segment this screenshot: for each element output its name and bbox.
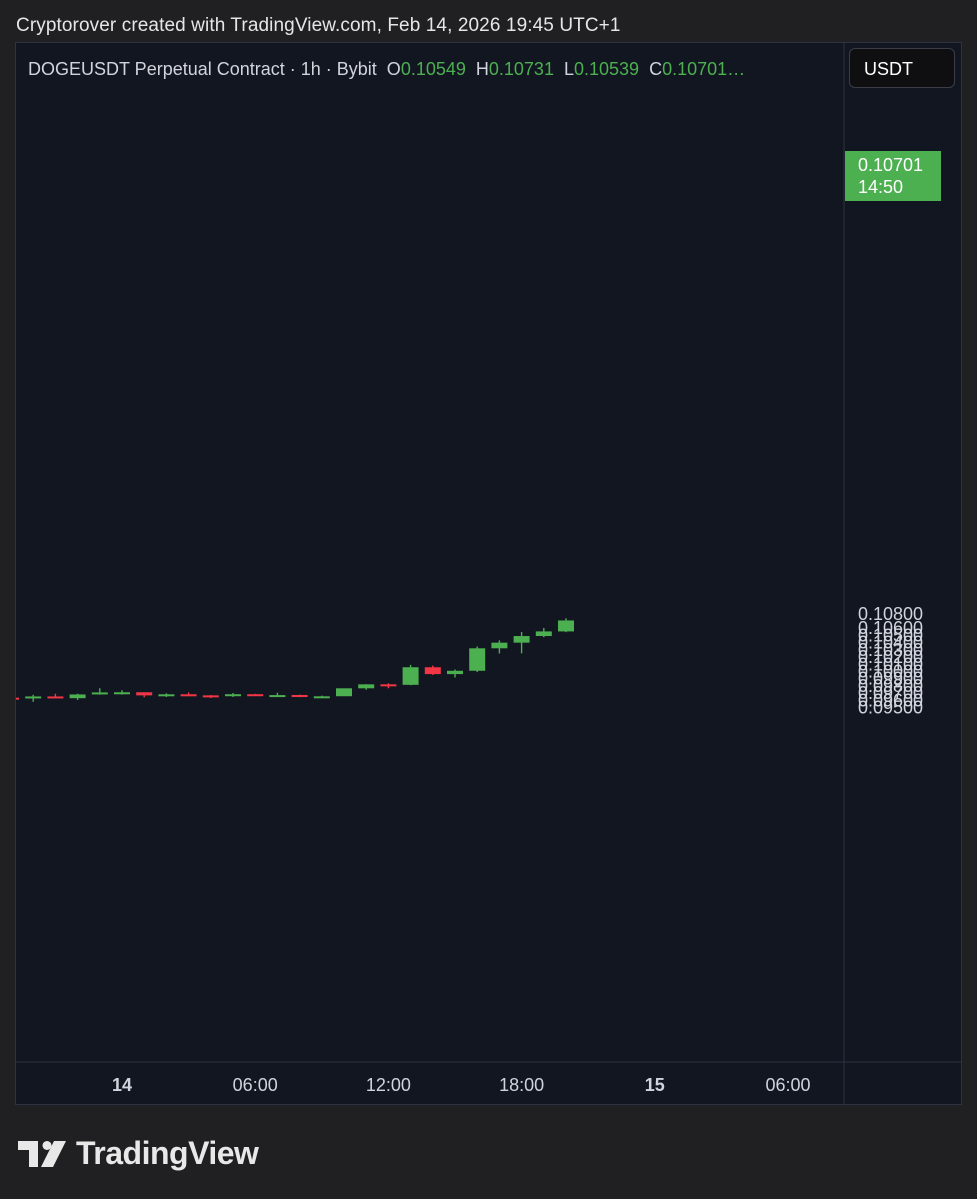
candle-body (269, 695, 286, 698)
price-tick-label: 0.10600 (858, 618, 923, 638)
price-axis[interactable]: 0.108000.106000.105000.104000.103000.102… (858, 604, 923, 718)
price-tick-label: 0.10800 (858, 604, 923, 624)
candle-body (158, 694, 175, 697)
price-tick-label: 0.10500 (858, 625, 923, 645)
price-tick-label: 0.09900 (858, 669, 923, 689)
candle (336, 688, 352, 697)
time-tick-label: 18:00 (499, 1075, 544, 1095)
candle (469, 646, 486, 673)
price-tick-label: 0.10000 (858, 662, 923, 682)
candle (202, 694, 219, 699)
open-label: O (386, 59, 401, 79)
candle-series (16, 618, 574, 702)
candle-body (513, 636, 530, 643)
candle-body (69, 694, 86, 699)
bar-countdown: 14:50 (858, 177, 904, 197)
candle (47, 693, 64, 699)
candle (535, 627, 552, 638)
candle-body (402, 667, 419, 685)
candle-body (114, 692, 130, 695)
time-tick-label: 15 (645, 1075, 665, 1095)
price-tick-label: 0.10100 (858, 654, 923, 674)
tradingview-wordmark: TradingView (76, 1134, 259, 1171)
candle-body (313, 696, 330, 699)
candle (358, 684, 375, 690)
candle (291, 694, 308, 698)
candle (114, 690, 130, 695)
price-tick-label: 0.09600 (858, 690, 923, 710)
candle-body (47, 696, 64, 699)
candle-body (491, 642, 508, 649)
candle (69, 693, 86, 700)
symbol-legend[interactable]: DOGEUSDT Perpetual Contract · 1h · Bybit… (28, 59, 745, 80)
last-price-value: 0.10701 (858, 155, 924, 175)
candle (491, 640, 508, 654)
candle-body (202, 695, 219, 698)
candle (91, 688, 108, 695)
tradingview-logo: TradingView (18, 1133, 259, 1173)
symbol-title: DOGEUSDT Perpetual Contract · 1h · Bybit (28, 59, 377, 79)
candle-body (380, 684, 397, 687)
tradingview-logo-icon (18, 1141, 66, 1167)
candle-body (247, 694, 264, 697)
price-tick-label: 0.09800 (858, 676, 923, 696)
candle-body (291, 695, 308, 698)
price-tick-label: 0.10400 (858, 633, 923, 653)
low-value: 0.10539 (573, 59, 640, 79)
candle (158, 693, 175, 697)
candle (380, 683, 397, 689)
candle (424, 665, 441, 675)
time-tick-label: 06:00 (233, 1075, 278, 1095)
close-value: 0.10701… (662, 59, 746, 79)
candle-body (16, 697, 19, 700)
candle (513, 631, 530, 654)
candle-body (469, 648, 486, 671)
chart-pane[interactable] (15, 42, 962, 1105)
price-tick-label: 0.09700 (858, 683, 923, 703)
candle (25, 694, 42, 702)
candle-body (180, 694, 197, 697)
candle-body (535, 631, 552, 637)
candle-body (91, 692, 108, 695)
price-tick-label: 0.10200 (858, 647, 923, 667)
axis-separators (16, 43, 961, 1104)
candle (225, 692, 241, 697)
candle (313, 695, 330, 699)
price-tick-label: 0.09500 (858, 698, 923, 718)
open-value: 0.10549 (400, 59, 466, 79)
candle (558, 618, 574, 633)
candle (269, 692, 286, 698)
candle-body (336, 688, 352, 697)
time-tick-label: 12:00 (366, 1075, 411, 1095)
candle (402, 664, 419, 686)
high-label: H (475, 59, 489, 79)
candle-body (225, 694, 241, 697)
candle (16, 697, 19, 700)
price-tick-label: 0.10300 (858, 640, 923, 660)
last-price-tag: 0.10701 14:50 (845, 151, 941, 201)
candle-body (558, 620, 574, 632)
candle-body (447, 670, 463, 675)
time-tick-label: 06:00 (765, 1075, 810, 1095)
candle (447, 669, 463, 678)
candle (247, 693, 264, 697)
candle (136, 692, 153, 698)
candle-body (25, 696, 42, 699)
high-value: 0.10731 (488, 59, 554, 79)
candle-body (424, 667, 441, 675)
candle (180, 692, 197, 697)
currency-button[interactable]: USDT (849, 48, 955, 88)
low-label: L (563, 59, 574, 79)
chart-attribution: Cryptorover created with TradingView.com… (16, 15, 621, 36)
candle-body (358, 684, 375, 689)
close-label: C (649, 59, 663, 79)
candle-body (136, 692, 153, 696)
time-tick-label: 14 (112, 1075, 132, 1095)
